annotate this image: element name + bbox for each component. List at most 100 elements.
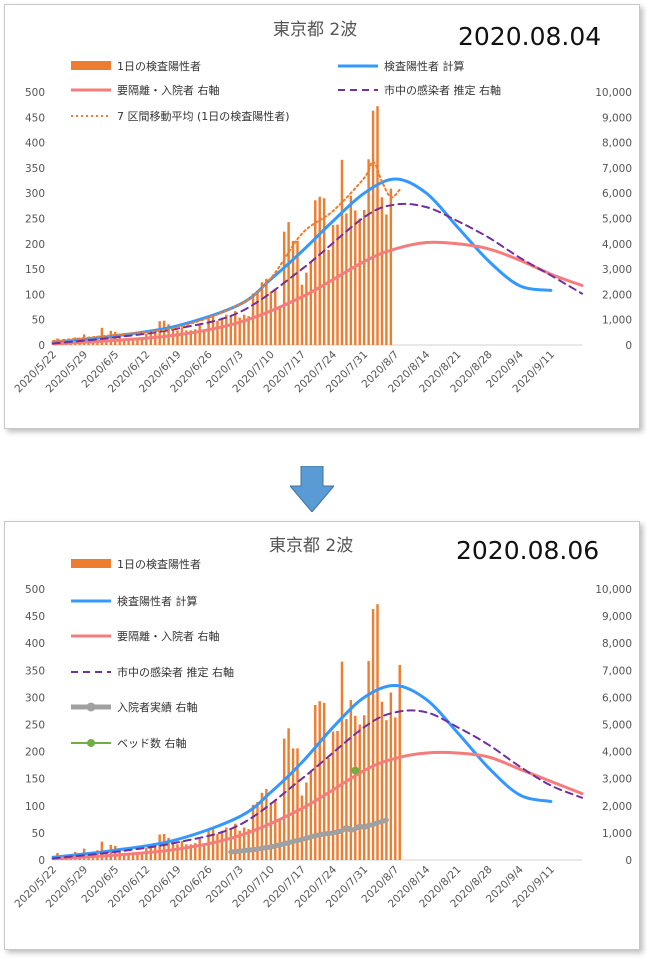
- bar: [247, 316, 250, 345]
- bar: [211, 316, 215, 345]
- bar: [300, 795, 304, 860]
- y-right-tick-label: 3,000: [602, 264, 632, 276]
- y-left-tick-label: 350: [25, 665, 45, 677]
- bar: [225, 827, 228, 860]
- bar: [229, 828, 233, 860]
- legend-label: 7 区間移動平均 (1日の検査陽性者): [117, 109, 290, 123]
- legend-label: 入院者実績 右軸: [117, 700, 198, 714]
- bar: [327, 249, 330, 345]
- legend-item: 入院者実績 右軸: [71, 700, 198, 714]
- y-right-tick-label: 8,000: [602, 138, 632, 150]
- legend-item: 1日の検査陽性者: [71, 557, 201, 571]
- bar: [242, 827, 246, 860]
- chart-panel-0808-06: 東京都 2波 2020.08.06 0 50 100 150 200 250 300 350 400…: [4, 521, 640, 950]
- bar: [189, 330, 193, 345]
- bar: [220, 317, 224, 345]
- chart-title: 東京都 2波: [273, 20, 357, 40]
- legend-swatch: [71, 559, 111, 568]
- bar: [229, 315, 233, 345]
- bar: [127, 853, 130, 860]
- bar: [109, 844, 113, 860]
- y-right-tick-label: 3,000: [602, 774, 632, 786]
- bar: [220, 830, 224, 860]
- legend-label: 1日の検査陽性者: [117, 59, 201, 73]
- series-line: [51, 177, 553, 344]
- y-left-tick-label: 0: [38, 855, 45, 867]
- bar: [340, 159, 344, 345]
- y-right-tick-label: 2,000: [602, 289, 632, 301]
- bar: [296, 240, 299, 345]
- bar: [122, 338, 126, 345]
- series-line: [52, 709, 583, 860]
- y-right-tick-label: 7,000: [602, 163, 632, 175]
- y-right-tick-label: 0: [625, 855, 632, 867]
- bar: [278, 307, 281, 345]
- legend-label: 検査陽性者 計算: [117, 594, 198, 608]
- y-left-tick-label: 350: [25, 163, 45, 175]
- y-left-tick-label: 50: [32, 828, 45, 840]
- bar: [242, 314, 246, 345]
- bar: [256, 802, 259, 860]
- bar: [367, 661, 370, 860]
- bar: [176, 330, 179, 345]
- bar: [305, 272, 308, 345]
- y-right-tick-label: 9,000: [602, 611, 632, 623]
- y-left-tick-label: 150: [25, 264, 45, 276]
- bar: [314, 704, 317, 860]
- bar: [216, 833, 219, 860]
- bar: [327, 758, 330, 860]
- bar: [309, 261, 313, 345]
- series-line: [51, 683, 553, 859]
- bar: [176, 844, 179, 860]
- bar: [322, 198, 326, 345]
- bar: [309, 770, 313, 860]
- legend-marker: [86, 702, 96, 712]
- bar: [198, 838, 201, 860]
- bar: [198, 325, 201, 345]
- y-left-tick-label: 50: [32, 315, 45, 327]
- y-left-tick-label: 450: [25, 112, 45, 124]
- bar: [278, 819, 281, 860]
- bar: [158, 321, 161, 345]
- bar: [336, 731, 339, 860]
- y-left-tick-label: 500: [25, 584, 45, 596]
- bar: [238, 317, 241, 345]
- bar: [158, 834, 161, 860]
- bar: [371, 110, 375, 345]
- y-left-tick-label: 150: [25, 774, 45, 786]
- bar: [362, 715, 366, 860]
- bar: [162, 320, 166, 345]
- date-stamp: 2020.08.04: [458, 22, 601, 51]
- legend-label: ベッド数 右軸: [117, 736, 187, 750]
- line-series: [51, 683, 584, 861]
- bar: [122, 852, 126, 860]
- bar: [358, 218, 361, 345]
- bar: [131, 852, 135, 860]
- legend-marker: [87, 739, 95, 747]
- bar: [269, 291, 273, 345]
- y-left-tick-label: 450: [25, 611, 45, 623]
- y-right-tick-label: 4,000: [602, 239, 632, 251]
- legend-item: 市中の感染者 推定 右軸: [71, 665, 234, 679]
- y-right-tick-label: 6,000: [602, 692, 632, 704]
- bar: [318, 701, 321, 860]
- bar: [234, 311, 237, 345]
- legend-label: 検査陽性者 計算: [384, 59, 465, 73]
- legend-item: 市中の感染者 推定 右軸: [338, 83, 501, 97]
- y-right-tick-label: 4,000: [602, 747, 632, 759]
- bar: [371, 609, 375, 860]
- bar: [389, 188, 393, 345]
- legend-label: 1日の検査陽性者: [117, 557, 201, 571]
- y-left-tick-label: 100: [25, 289, 45, 301]
- bar: [185, 844, 188, 860]
- bar: [354, 210, 357, 345]
- y-right-tick-label: 5,000: [602, 720, 632, 732]
- bar: [234, 823, 237, 860]
- bar: [380, 197, 384, 345]
- bar: [385, 214, 388, 345]
- bar: [140, 338, 144, 345]
- legend-label: 市中の感染者 推定 右軸: [384, 83, 501, 97]
- bar: [185, 330, 188, 345]
- y-left-tick-label: 400: [25, 638, 45, 650]
- bar: [140, 852, 144, 860]
